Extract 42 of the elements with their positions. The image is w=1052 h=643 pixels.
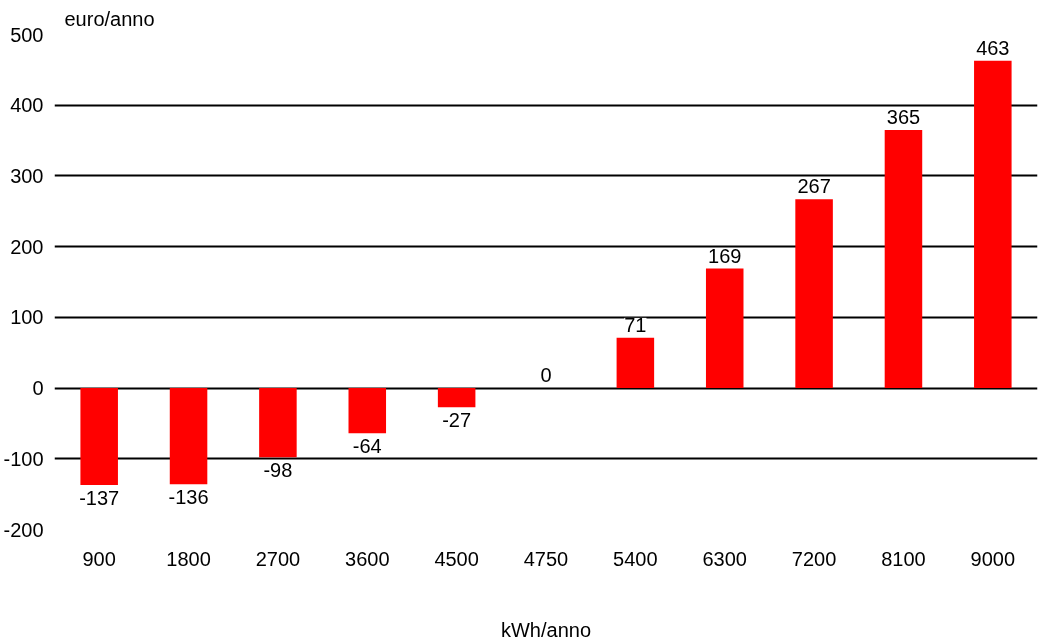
- y-axis-title: euro/anno: [64, 7, 155, 30]
- data-label: -98: [263, 459, 293, 482]
- data-label: -136: [168, 486, 209, 509]
- bar: [884, 129, 923, 389]
- x-tick-label: 5400: [613, 547, 658, 570]
- data-label: 463: [976, 36, 1010, 59]
- x-tick-label: 1800: [166, 547, 211, 570]
- y-tick-label: -100: [3, 447, 44, 470]
- bar: [259, 388, 297, 458]
- x-tick-label: 7200: [791, 547, 837, 570]
- bar: [974, 60, 1012, 389]
- x-tick-label: 4750: [523, 547, 569, 570]
- data-label: -64: [352, 435, 382, 458]
- bar: [437, 388, 476, 408]
- x-tick-label: 9000: [970, 547, 1016, 570]
- data-label: 71: [624, 313, 647, 336]
- data-label: -137: [79, 486, 120, 509]
- x-tick-label: 3600: [345, 547, 390, 570]
- bar: [169, 388, 208, 485]
- x-axis-title: kWh/anno: [500, 618, 592, 641]
- x-tick-label: 6300: [702, 547, 747, 570]
- bar: [616, 337, 655, 389]
- y-tick-label: -200: [3, 518, 44, 541]
- data-label: 267: [797, 175, 831, 198]
- bar: [80, 388, 118, 485]
- x-tick-label: 2700: [255, 547, 301, 570]
- bar: [705, 268, 744, 389]
- x-tick-label: 8100: [881, 547, 926, 570]
- x-tick-label: 4500: [434, 547, 479, 570]
- y-tick-label: 300: [10, 164, 44, 187]
- x-tick-label: 900: [82, 547, 116, 570]
- bar: [348, 388, 387, 434]
- y-tick-label: 200: [10, 235, 44, 258]
- y-tick-label: 500: [10, 23, 44, 46]
- y-tick-label: 400: [10, 94, 44, 117]
- y-tick-label: 100: [10, 306, 44, 329]
- data-label: 169: [708, 244, 742, 267]
- y-tick-label: 0: [32, 377, 44, 400]
- data-label: 0: [540, 364, 552, 387]
- data-label: 365: [886, 105, 921, 128]
- data-label: -27: [442, 409, 472, 432]
- bar: [795, 199, 833, 389]
